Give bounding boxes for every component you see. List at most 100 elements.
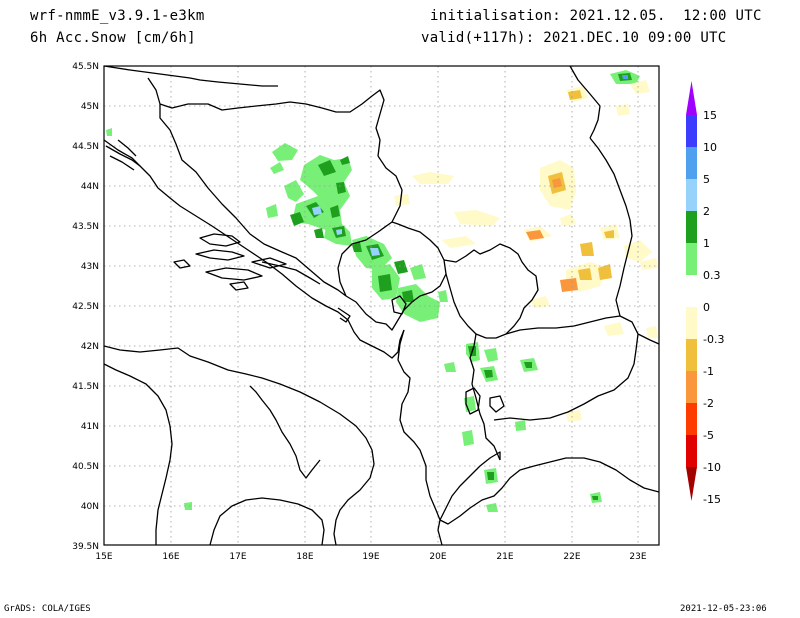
colorbar-label: -0.3: [703, 333, 724, 346]
melt-blob: [454, 210, 500, 226]
colorbar-label: -1: [703, 365, 714, 378]
island-lastovo: [229, 281, 249, 291]
lon-tick-label: 15E: [95, 552, 112, 562]
colorbar-label: 15: [703, 109, 717, 122]
pag-islands: [105, 139, 141, 171]
colorbar: 15 10 5 2 1 0.3 0 -0.3 -1 -2 -5 -10 -15: [686, 81, 724, 506]
snow-blob: [487, 472, 494, 480]
kotor-bay: [337, 307, 351, 323]
snow-blob: [272, 143, 298, 161]
model-title: wrf-nmmE_v3.9.1-e3km: [30, 8, 205, 24]
snow-blob: [394, 260, 408, 274]
snow-blob: [622, 75, 628, 79]
snow-blob: [270, 162, 284, 174]
snow-blob: [462, 430, 474, 446]
colorbar-segment: [686, 243, 697, 275]
border-albania-macedonia: [469, 333, 501, 461]
colorbar-label: -10: [703, 461, 721, 474]
colorbar-segment: [686, 147, 697, 179]
lat-tick-label: 40N: [81, 502, 99, 512]
lat-tick-label: 44N: [81, 182, 99, 192]
lon-tick-label: 18E: [296, 552, 313, 562]
lon-tick-label: 19E: [362, 552, 379, 562]
melt-blob: [616, 104, 630, 116]
lon-tick-label: 20E: [429, 552, 446, 562]
lon-tick-label: 17E: [229, 552, 246, 562]
border-bih-serbia: [337, 155, 403, 297]
peljesac: [261, 261, 321, 285]
snow-blob: [484, 370, 493, 378]
snow-blob: [402, 290, 414, 302]
kosovo-boundary: [455, 243, 539, 309]
colorbar-label: 2: [703, 205, 710, 218]
snow-blob: [438, 290, 448, 302]
croatia-dalmatia-coast: [104, 66, 405, 359]
border-greece-albania: [439, 451, 501, 521]
lat-tick-label: 41.5N: [72, 382, 99, 392]
field-title: 6h Acc.Snow [cm/6h]: [30, 30, 196, 46]
melt-blob: [526, 230, 544, 240]
melt-blob: [630, 80, 650, 94]
snow-blob: [444, 362, 456, 372]
snow-blob: [486, 503, 498, 512]
colorbar-label: -2: [703, 397, 714, 410]
map-frame: [103, 65, 660, 546]
snow-blob: [184, 502, 192, 510]
colorbar-segment: [686, 211, 697, 243]
lat-axis: 45.5N 45N 44.5N 44N 43.5N 43N 42.5N 42N …: [72, 62, 99, 552]
melt-blob: [566, 410, 582, 422]
lake-prespa: [489, 395, 505, 413]
melt-blob: [560, 278, 578, 292]
melt-blob: [442, 236, 476, 248]
border-croatia-bih: [147, 77, 385, 297]
colorbar-label: 10: [703, 141, 717, 154]
colorbar-segment: [686, 307, 697, 339]
island-korcula: [205, 267, 263, 281]
snow-blob: [378, 274, 392, 292]
melt-blob: [604, 322, 624, 336]
snow-blob: [515, 420, 526, 431]
snow-blob: [524, 362, 532, 368]
greece-west-coast: [439, 457, 659, 525]
island-vis: [173, 259, 191, 269]
footer-credit: GrADS: COLA/IGES: [4, 604, 91, 614]
colorbar-segment: [686, 179, 697, 211]
colorbar-segment: [686, 403, 697, 435]
colorbar-label: 0: [703, 301, 710, 314]
italy-heel-coast: [104, 363, 321, 545]
colorbar-bottom-arrow: [686, 467, 697, 501]
coastlines: [104, 66, 659, 545]
melt-blob: [552, 178, 562, 188]
initialisation-time: initialisation: 2021.12.05. 12:00 UTC: [430, 8, 762, 24]
island-brac: [199, 233, 241, 247]
snow-blob: [318, 160, 336, 176]
lat-tick-label: 39.5N: [72, 542, 99, 552]
snow-blob: [330, 205, 340, 218]
snow-blob: [352, 242, 362, 252]
melt-blob: [530, 296, 550, 308]
snow-blob: [300, 155, 352, 210]
italy-gulf-coast: [209, 497, 325, 545]
island-hvar: [195, 249, 245, 261]
snow-blob: [336, 182, 346, 194]
valid-time: valid(+117h): 2021.DEC.10 09:00 UTC: [421, 30, 727, 46]
colorbar-segment: [686, 371, 697, 403]
melt-blob: [598, 264, 612, 280]
lat-tick-label: 40.5N: [72, 462, 99, 472]
colorbar-label: 1: [703, 237, 710, 250]
colorbar-segment: [686, 275, 697, 307]
snow-blob: [312, 206, 322, 215]
snow-field-positive: [106, 70, 640, 512]
colorbar-top-arrow: [686, 81, 697, 115]
border-bulgaria-greece: [637, 333, 659, 345]
melt-blob: [412, 172, 454, 184]
colorbar-segment: [686, 435, 697, 467]
lat-tick-label: 45N: [81, 102, 99, 112]
snow-blob: [290, 212, 304, 226]
melt-blob: [394, 194, 410, 206]
lake-ohrid: [465, 387, 481, 415]
lat-tick-label: 44.5N: [72, 142, 99, 152]
snow-blob: [266, 204, 278, 218]
lon-tick-label: 21E: [496, 552, 513, 562]
border-serbia-bulgaria: [589, 137, 633, 317]
